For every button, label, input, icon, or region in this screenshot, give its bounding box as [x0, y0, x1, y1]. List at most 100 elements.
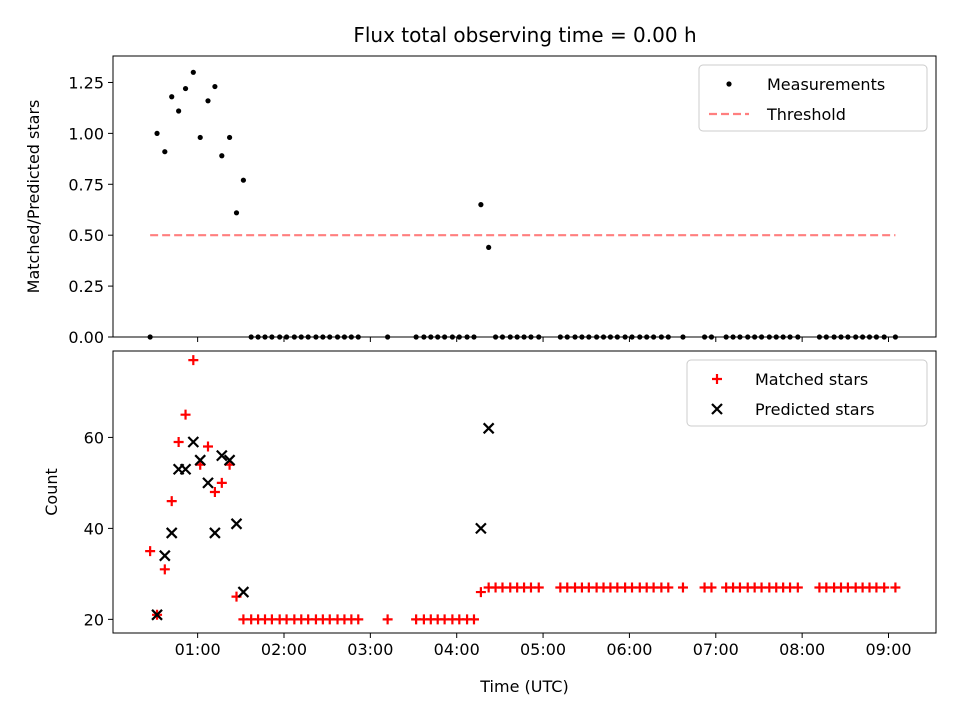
measurement-point — [787, 334, 793, 340]
measurement-point — [305, 334, 311, 340]
legend-label: Matched stars — [755, 370, 868, 389]
legend-label: Predicted stars — [755, 400, 875, 419]
bottom-series-predicted-stars — [151, 422, 495, 621]
measurement-point — [313, 334, 319, 340]
measurement-point — [219, 153, 225, 159]
matched-star-point — [173, 436, 184, 447]
top-y-tick-label: 0.00 — [68, 328, 104, 347]
measurement-point — [708, 334, 715, 340]
bottom-y-tick-label: 60 — [84, 428, 104, 447]
matched-star-point — [890, 582, 901, 593]
top-y-axis-label: Matched/Predicted stars — [24, 100, 43, 294]
measurement-point — [594, 334, 600, 340]
bottom-plot-frame — [112, 350, 937, 634]
measurement-point — [154, 130, 160, 136]
predicted-star-point — [482, 422, 495, 435]
measurement-point — [456, 334, 462, 340]
bottom-y-tick-label: 40 — [84, 519, 104, 538]
measurement-point — [233, 210, 240, 216]
measurement-point — [737, 334, 743, 340]
top-series-measurements — [147, 69, 899, 340]
predicted-star-point — [151, 609, 163, 621]
predicted-star-point — [223, 454, 236, 466]
legend-label: Threshold — [766, 105, 846, 124]
measurement-point — [226, 134, 233, 141]
measurement-point — [341, 334, 348, 340]
measurement-point — [892, 334, 899, 340]
measurement-point — [499, 334, 506, 340]
measurement-point — [780, 334, 786, 340]
measurement-point — [859, 334, 866, 340]
measurement-point — [795, 334, 801, 340]
top-y-tick-label: 0.50 — [68, 226, 104, 245]
matched-star-point — [166, 496, 177, 507]
top-y-tick-label: 0.75 — [68, 175, 104, 194]
measurement-point — [182, 85, 189, 92]
top-legend: Measurements Threshold — [698, 64, 928, 132]
measurement-point — [644, 334, 650, 340]
measurement-point — [586, 334, 592, 340]
measurement-point — [607, 334, 614, 340]
predicted-star-point — [475, 522, 487, 535]
measurement-point — [197, 134, 203, 141]
top-y-tick-label: 0.25 — [68, 277, 104, 296]
measurement-point — [723, 334, 729, 340]
predicted-star-point — [159, 549, 171, 562]
measurement-point — [680, 334, 686, 340]
x-tick-label: 01:00 — [175, 640, 221, 659]
matched-star-point — [209, 487, 220, 497]
top-panel: 0.00 0.25 0.50 0.75 1.00 1.25 Matched/Predicte… — [24, 55, 937, 347]
matched-star-point — [533, 582, 544, 593]
measurement-point — [413, 334, 419, 340]
measurement-point — [658, 334, 664, 340]
measurement-point — [831, 334, 837, 340]
measurement-point — [449, 334, 455, 340]
top-y-tick-label: 1.00 — [68, 124, 104, 143]
bottom-panel: 20 40 60 01:00 02:00 03:00 04:00 05:00 06:00 07:0… — [42, 350, 937, 696]
matched-star-point — [706, 582, 717, 593]
measurement-point — [521, 334, 527, 340]
predicted-star-point — [237, 586, 250, 598]
measurement-point — [478, 202, 484, 208]
measurement-point — [277, 334, 283, 340]
measurement-point — [600, 334, 607, 340]
measurement-point — [514, 334, 520, 340]
measurement-point — [853, 334, 859, 340]
matched-star-point — [677, 582, 688, 593]
predicted-star-point — [202, 477, 214, 489]
bottom-y-axis-label: Count — [42, 468, 61, 516]
measurement-point — [255, 334, 261, 340]
matched-star-point — [353, 614, 364, 625]
measurement-point — [385, 334, 391, 340]
matched-star-point — [159, 564, 170, 575]
measurement-point — [169, 94, 175, 100]
measurement-point — [262, 334, 268, 340]
measurement-point — [528, 334, 534, 340]
top-y-tick-label: 1.25 — [68, 73, 104, 92]
measurement-point — [564, 334, 570, 340]
matched-star-point — [202, 441, 213, 452]
measurement-point — [758, 334, 765, 340]
x-tick-label: 02:00 — [261, 640, 307, 659]
predicted-star-point — [194, 454, 206, 466]
measurement-point — [147, 334, 153, 340]
matched-star-point — [475, 587, 486, 598]
measurement-point — [614, 334, 620, 340]
x-tick-label: 05:00 — [520, 640, 566, 659]
measurement-point — [190, 69, 196, 75]
measurement-point — [766, 334, 772, 340]
measurement-point — [866, 334, 873, 340]
measurement-point — [269, 334, 275, 340]
measurement-point — [240, 177, 247, 183]
predicted-star-point — [216, 449, 228, 462]
x-tick-label: 06:00 — [606, 640, 652, 659]
matched-star-point — [145, 546, 156, 557]
measurement-point — [176, 108, 182, 114]
matched-star-point — [382, 614, 393, 625]
predicted-star-point — [165, 527, 178, 539]
legend-label: Measurements — [767, 75, 885, 94]
matched-star-point — [468, 614, 479, 625]
x-tick-label: 08:00 — [779, 640, 825, 659]
measurement-point — [291, 334, 297, 340]
